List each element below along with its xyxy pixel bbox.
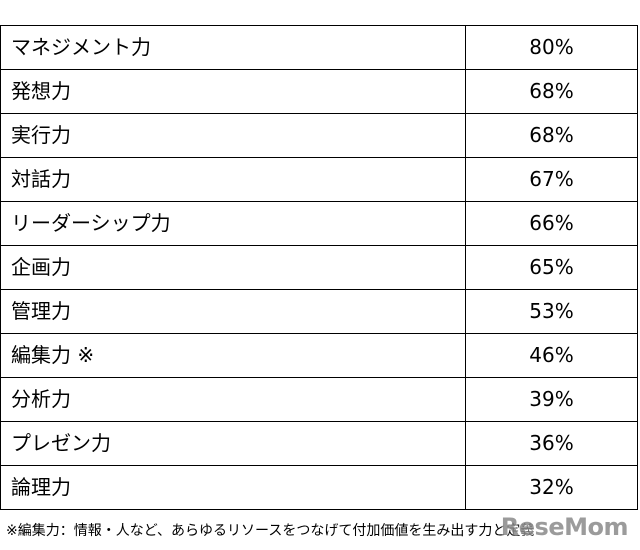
skill-percentage: 36%	[466, 422, 638, 465]
skill-label: プレゼン力	[0, 422, 466, 465]
skill-percentage: 68%	[466, 114, 638, 157]
table-row: 対話力 67%	[0, 158, 638, 202]
table-row: マネジメント力 80%	[0, 26, 638, 70]
skill-label: 発想力	[0, 70, 466, 113]
watermark-logo: ReseMom	[500, 513, 629, 541]
skill-label: 分析力	[0, 378, 466, 421]
table-row: 管理力 53%	[0, 290, 638, 334]
table-row: リーダーシップ力 66%	[0, 202, 638, 246]
skill-label: 実行力	[0, 114, 466, 157]
skill-label: マネジメント力	[0, 26, 466, 69]
table-row: 企画力 65%	[0, 246, 638, 290]
table-row: 発想力 68%	[0, 70, 638, 114]
table-row: 分析力 39%	[0, 378, 638, 422]
table-row: 実行力 68%	[0, 114, 638, 158]
skill-percentage: 67%	[466, 158, 638, 201]
skill-percentage: 65%	[466, 246, 638, 289]
skill-percentage: 32%	[466, 466, 638, 509]
table-row: プレゼン力 36%	[0, 422, 638, 466]
skill-percentage: 46%	[466, 334, 638, 377]
footnote: ※編集力：情報・人など、あらゆるリソースをつなげて付加価値を生み出す力と定義	[6, 523, 535, 539]
skill-percentage: 80%	[466, 26, 638, 69]
table-row: 編集力 ※ 46%	[0, 334, 638, 378]
skill-label: 対話力	[0, 158, 466, 201]
skill-percentage: 39%	[466, 378, 638, 421]
skill-label: リーダーシップ力	[0, 202, 466, 245]
skills-table: マネジメント力 80% 発想力 68% 実行力 68% 対話力 67% リーダー…	[0, 25, 638, 510]
skill-percentage: 66%	[466, 202, 638, 245]
skill-label: 編集力 ※	[0, 334, 466, 377]
skill-percentage: 68%	[466, 70, 638, 113]
skill-label: 管理力	[0, 290, 466, 333]
table-row: 論理力 32%	[0, 466, 638, 510]
skill-label: 企画力	[0, 246, 466, 289]
skill-label: 論理力	[0, 466, 466, 509]
skill-percentage: 53%	[466, 290, 638, 333]
